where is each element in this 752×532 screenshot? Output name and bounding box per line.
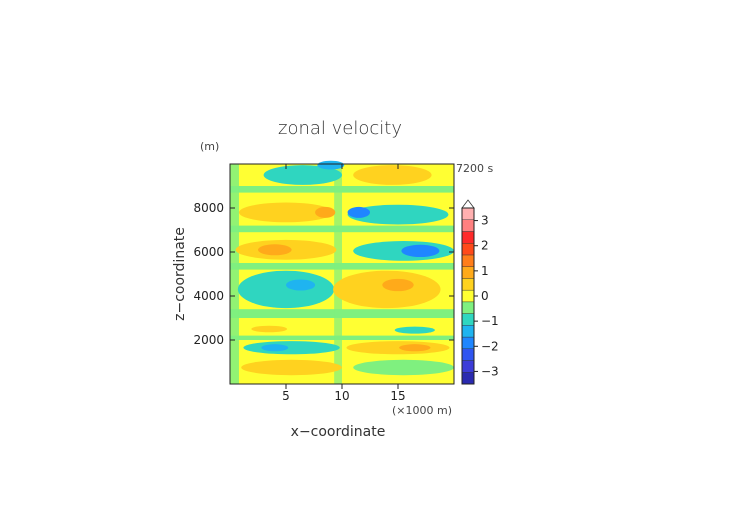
contour-lobe [258, 244, 292, 256]
colorbar-tick-label: −3 [481, 364, 499, 378]
colorbar-tick-label: 1 [481, 264, 489, 278]
x-axis-label: x−coordinate [291, 424, 386, 440]
colorbar-tick-label: 3 [481, 214, 489, 228]
y-tick-label: 8000 [193, 201, 224, 215]
y-tick-label: 6000 [193, 245, 224, 259]
contour-lobe [401, 244, 440, 258]
x-tick-label: 10 [334, 389, 349, 403]
contour-lobe [243, 341, 340, 355]
colorbar-swatch [461, 231, 475, 244]
colorbar-swatch [461, 207, 475, 220]
contour-lobe [261, 344, 289, 352]
colorbar-swatch [461, 372, 475, 385]
colorbar-swatch [461, 313, 475, 326]
contour-lobe [315, 206, 336, 218]
contour-lobe [238, 202, 334, 223]
colorbar-swatch [461, 336, 475, 350]
contour-lobe [251, 325, 288, 333]
y-tick-label: 2000 [193, 333, 224, 347]
colorbar-swatch [461, 360, 475, 373]
colorbar-swatch [461, 301, 475, 314]
colorbar-swatch [461, 219, 475, 232]
y-tick-label: 4000 [193, 289, 224, 303]
contour-lobe [347, 206, 370, 218]
contour-lobe [317, 160, 345, 170]
x-units-label: (×1000 m) [392, 404, 452, 417]
contour-lobe [263, 165, 342, 185]
colorbar-extend-arrow [461, 199, 475, 209]
contour-lobe [333, 270, 441, 309]
colorbar: −3 −2 −1 0 1 2 3 [461, 199, 499, 385]
y-axis: 2000 4000 6000 8000 [193, 201, 454, 347]
contour-lobe [347, 204, 449, 225]
contour-lobe [353, 359, 454, 376]
colorbar-swatch [461, 266, 475, 279]
contour-bands [230, 164, 454, 384]
chart-title: zonal velocity [278, 118, 402, 139]
x-tick-label: 15 [390, 389, 405, 403]
y-units-label: (m) [200, 140, 219, 153]
colorbar-swatch [461, 348, 475, 361]
colorbar-tick-label: −1 [481, 314, 499, 328]
time-label: 7200 s [456, 162, 493, 175]
plot-area [229, 160, 455, 385]
colorbar-tick-label: 2 [481, 239, 489, 253]
contour-lobe [394, 326, 435, 334]
contour-lobe [286, 279, 316, 291]
colorbar-tick-label: −2 [481, 339, 499, 353]
contour-lobe [241, 359, 342, 376]
contour-lobe [382, 278, 414, 292]
contour-band [230, 164, 239, 384]
x-tick-label: 5 [282, 389, 290, 403]
colorbar-swatch [461, 289, 475, 303]
colorbar-swatch [461, 278, 475, 291]
contour-lobe [346, 341, 450, 355]
contour-features [235, 160, 454, 376]
colorbar-swatch [461, 325, 475, 338]
contour-lobe [399, 344, 431, 352]
colorbar-swatch [461, 242, 475, 256]
contour-lobe [353, 165, 432, 185]
y-axis-label: z−coordinate [172, 227, 188, 321]
contour-band [334, 164, 342, 384]
contour-lobe [237, 270, 335, 309]
x-axis: 5 10 15 [282, 164, 406, 403]
colorbar-swatch [461, 254, 475, 267]
colorbar-tick-label: 0 [481, 289, 489, 303]
